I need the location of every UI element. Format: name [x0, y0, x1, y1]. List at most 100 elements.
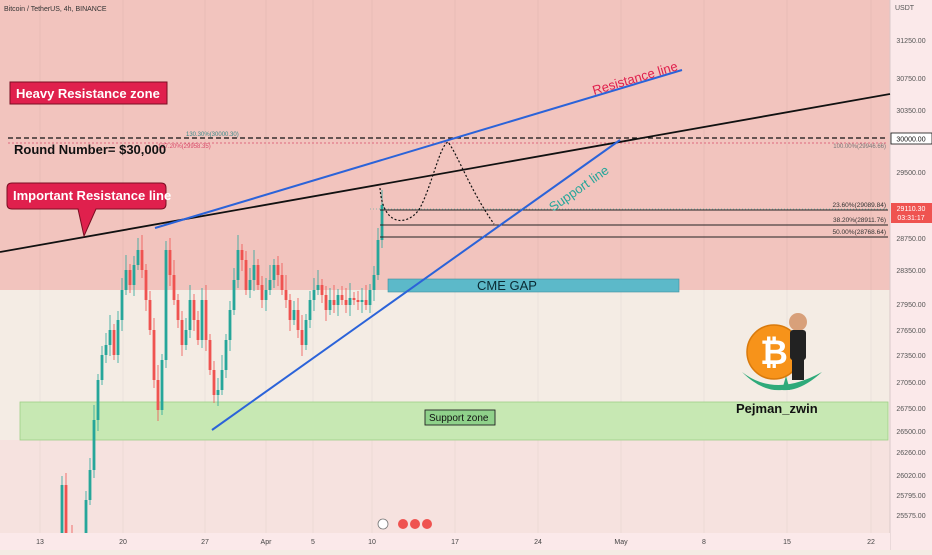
price-tick-label: 26260.00 [896, 450, 925, 457]
important-resistance-trendline [0, 93, 891, 253]
candle-body [192, 300, 196, 320]
candle-body [204, 300, 208, 340]
event-flag-icon-3[interactable] [422, 519, 432, 529]
current-price-tag: 29110.30 03:31:17 [891, 203, 932, 223]
candle-body [132, 265, 136, 285]
candle-body [380, 205, 384, 240]
time-tick-label: 13 [36, 539, 44, 546]
time-tick-label: 24 [534, 539, 542, 546]
price-tick-label: 26750.00 [896, 406, 925, 413]
time-tick-label: 10 [368, 539, 376, 546]
candle-body [220, 370, 224, 390]
candle-body [340, 295, 344, 300]
heavy-resistance-text: Heavy Resistance zone [16, 86, 160, 101]
event-lightning-icon[interactable] [377, 518, 389, 530]
countdown-text: 03:31:17 [897, 215, 924, 222]
candle-body [248, 280, 252, 290]
candle-body [372, 275, 376, 290]
price-tick-label: 30350.00 [896, 108, 925, 115]
candle-body [256, 265, 260, 285]
candle-body [252, 265, 256, 280]
candle-body [232, 280, 236, 310]
event-flag-icon-1[interactable] [398, 519, 408, 529]
cme-gap-box [387, 278, 680, 293]
candle-body [168, 250, 172, 275]
fib-label-top-left: 130.30%(30000.30) [186, 132, 239, 138]
candle-body [104, 345, 108, 355]
candle-body [108, 330, 112, 345]
price-tick-label: 26500.00 [896, 429, 925, 436]
event-flag-icon-2[interactable] [410, 519, 420, 529]
candlestick-series [60, 190, 384, 555]
price-tick-label: 27950.00 [896, 302, 925, 309]
candle-body [292, 310, 296, 320]
round-number-label: Round Number= $30,000 [14, 142, 166, 157]
support-zone-text: Support zone [429, 413, 489, 424]
candle-body [328, 300, 332, 310]
time-tick-label: 20 [119, 539, 127, 546]
candle-body [296, 310, 300, 330]
price-tick-label: 27350.00 [896, 353, 925, 360]
candle-body [336, 295, 340, 305]
symbol-header: Bitcoin / TetherUS, 4h, BINANCE [4, 6, 107, 13]
candle-body [112, 330, 116, 355]
candle-body [188, 300, 192, 330]
candle-body [176, 300, 180, 320]
candle-body [120, 290, 124, 320]
price-tick-label: 25575.00 [896, 513, 925, 520]
event-icons[interactable] [377, 518, 432, 530]
candle-body [140, 250, 144, 270]
candle-body [244, 260, 248, 290]
candle-body [200, 300, 204, 340]
candle-body [84, 500, 88, 540]
vertical-gridlines [39, 0, 872, 533]
candle-body [264, 290, 268, 300]
candle-body [344, 300, 348, 305]
avatar-head [789, 313, 807, 331]
candle-body [284, 290, 288, 300]
fib-label-100: 100.00%(29946.66) [833, 144, 886, 150]
candle-body [136, 250, 140, 265]
candle-body [124, 270, 128, 290]
price-tick-label: 27650.00 [896, 328, 925, 335]
candle-body [96, 380, 100, 420]
candle-body [156, 380, 160, 410]
candle-body [180, 320, 184, 345]
candle-body [280, 275, 284, 290]
candle-body [148, 300, 152, 330]
candle-body [236, 250, 240, 280]
price-tick-label: 28750.00 [896, 236, 925, 243]
price-tick-label: 30750.00 [896, 76, 925, 83]
candle-body [196, 320, 200, 340]
candle-body [208, 340, 212, 370]
fib-label-127: 127.20%(29958.35) [158, 144, 211, 150]
time-axis: 13 20 27 Apr 5 10 17 24 May 8 15 22 [36, 539, 875, 546]
candle-body [376, 240, 380, 275]
candle-body [332, 300, 336, 305]
avatar-legs [792, 358, 804, 380]
candle-body [224, 340, 228, 370]
round-number-price-text: 30000.00 [896, 137, 925, 144]
candle-body [308, 300, 312, 320]
candle-body [272, 265, 276, 280]
fib-label-50: 50.00%(28768.64) [833, 229, 887, 236]
candle-body [160, 360, 164, 410]
price-tick-label: 27050.00 [896, 380, 925, 387]
time-axis-background [0, 533, 890, 550]
price-axis: 31250.00 30750.00 30350.00 29500.00 28750.00… [895, 5, 926, 520]
candle-body [348, 298, 352, 305]
candle-body [368, 290, 372, 305]
price-tick-label: 29500.00 [896, 170, 925, 177]
support-trendline [211, 139, 621, 431]
candle-body [288, 300, 292, 320]
candle-body [312, 290, 316, 300]
time-tick-label: 15 [783, 539, 791, 546]
projected-path [379, 141, 495, 225]
time-tick-label: 22 [867, 539, 875, 546]
candle-body [304, 320, 308, 345]
candle-body [64, 485, 68, 540]
author-name: Pejman_zwin [736, 401, 818, 416]
price-tick-label: 28350.00 [896, 268, 925, 275]
candle-body [364, 300, 368, 305]
